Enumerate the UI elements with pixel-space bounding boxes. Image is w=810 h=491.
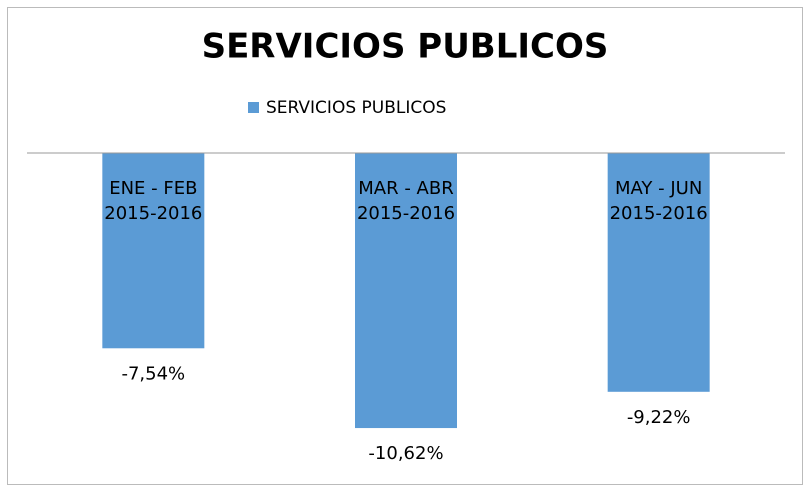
bar bbox=[607, 153, 710, 392]
x-tick-label: MAR - ABR 2015-2016 bbox=[356, 178, 456, 224]
data-label: -10,62% bbox=[368, 443, 443, 464]
data-label: -9,22% bbox=[627, 407, 691, 428]
x-tick-label: ENE - FEB 2015-2016 bbox=[104, 178, 203, 224]
legend-label: SERVICIOS PUBLICOS bbox=[266, 98, 446, 118]
chart-title: SERVICIOS PUBLICOS bbox=[202, 27, 609, 67]
bar bbox=[355, 153, 457, 429]
bar bbox=[102, 153, 205, 349]
legend-swatch bbox=[248, 102, 259, 113]
data-label: -7,54% bbox=[121, 363, 185, 384]
x-tick-label: MAY - JUN 2015-2016 bbox=[609, 178, 708, 224]
